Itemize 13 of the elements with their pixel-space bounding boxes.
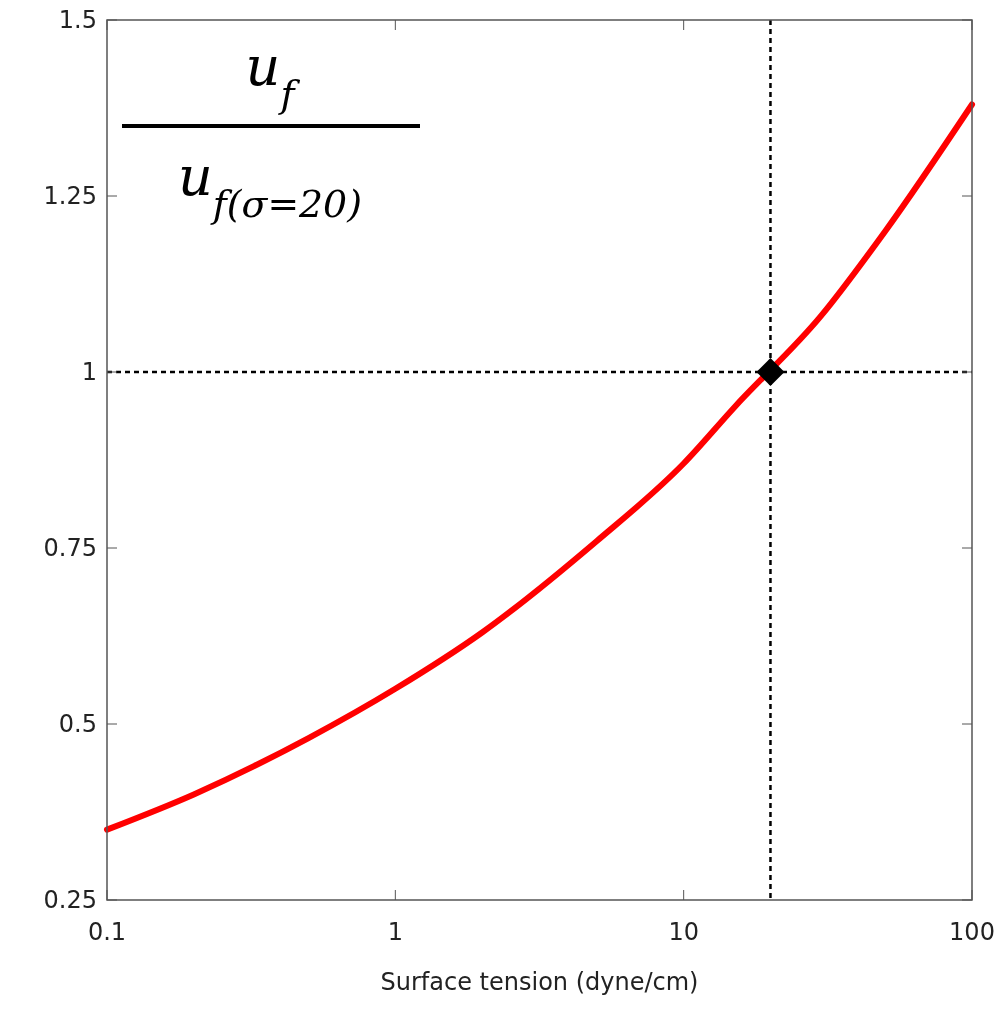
y-tick-label: 1 [81,358,97,387]
x-tick-label: 0.1 [87,918,127,946]
x-axis-title: Surface tension (dyne/cm) [380,968,699,996]
y-tick-label: 0.5 [58,710,97,739]
y-tick-label: 0.25 [43,886,97,915]
x-tick-label: 100 [949,918,995,946]
y-tick-label: 1.25 [43,182,97,211]
annotation: u$_{f}$ [245,35,301,116]
y-tick-label: 1.5 [58,6,97,35]
x-tick-label: 1 [387,918,403,946]
annotation: u$_{f(σ=20)}$ [178,145,362,226]
x-tick-label: 10 [668,918,699,946]
y-tick-label: 0.75 [43,534,97,563]
